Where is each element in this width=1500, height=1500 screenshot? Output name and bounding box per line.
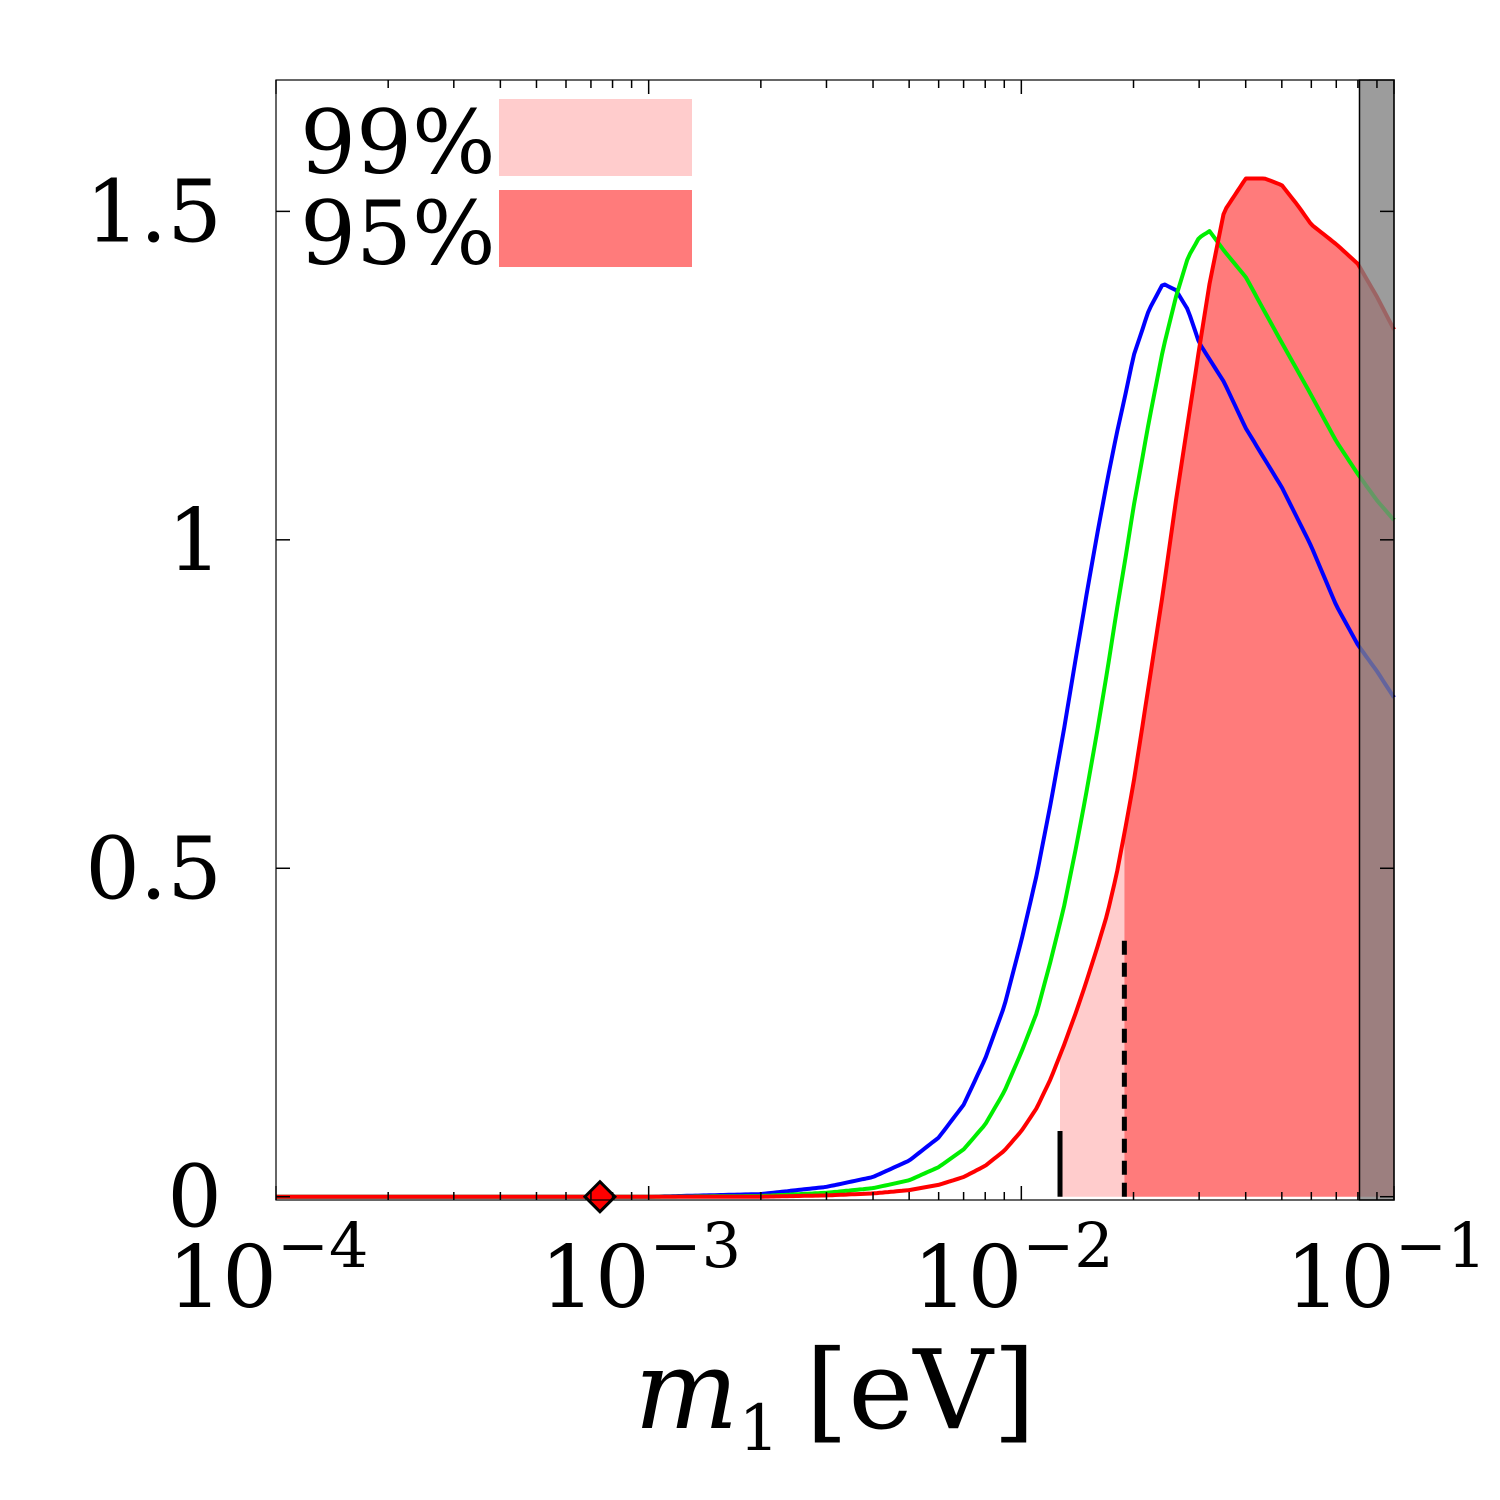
x-tick-label-base: 10 bbox=[168, 1228, 277, 1328]
x-tick-label-exponent: −2 bbox=[1022, 1209, 1113, 1282]
x-tick-label: 10−2 bbox=[913, 1209, 1114, 1328]
y-tick-label: 1.5 bbox=[85, 162, 222, 262]
y-tick-label: 0 bbox=[167, 1148, 222, 1248]
plot-frame bbox=[275, 79, 1395, 1201]
legend-label: 99% bbox=[300, 91, 496, 194]
x-axis-label-subscript: 1 bbox=[739, 1392, 780, 1466]
x-tick-label-exponent: −3 bbox=[650, 1209, 741, 1282]
region-fills bbox=[1060, 178, 1394, 1197]
axis-ticks bbox=[275, 80, 1395, 1200]
series-curves bbox=[276, 79, 1396, 1201]
legend-label: 95% bbox=[300, 182, 496, 285]
x-tick-label: 10−1 bbox=[1286, 1209, 1487, 1328]
point-markers bbox=[582, 1179, 618, 1214]
x-tick-label-exponent: −4 bbox=[277, 1209, 368, 1282]
x-axis-label: m1 [eV] bbox=[634, 1326, 1035, 1466]
legend: 99%95% bbox=[300, 91, 692, 285]
marker-diamond bbox=[582, 1179, 618, 1214]
x-tick-label-base: 10 bbox=[913, 1228, 1022, 1328]
legend-swatch bbox=[499, 190, 692, 267]
x-tick-label-base: 10 bbox=[1286, 1228, 1395, 1328]
shaded-region-1 bbox=[1124, 178, 1394, 1197]
x-axis-label-symbol: m bbox=[634, 1326, 738, 1454]
legend-swatch bbox=[499, 99, 692, 176]
excluded-region bbox=[1358, 79, 1395, 1201]
x-axis-label-unit: [eV] bbox=[805, 1326, 1035, 1454]
series-line-2 bbox=[276, 176, 1396, 1199]
tick-labels: 10−4 10−3 10−2 10−100.511.5 bbox=[85, 162, 1486, 1328]
x-tick-label: 10−4 bbox=[168, 1209, 369, 1328]
limit-lines bbox=[1057, 940, 1127, 1197]
x-tick-label-exponent: −1 bbox=[1395, 1209, 1486, 1282]
y-tick-label: 0.5 bbox=[85, 819, 222, 919]
shaded-region-0 bbox=[1060, 833, 1125, 1197]
x-tick-label-base: 10 bbox=[540, 1228, 649, 1328]
x-tick-label: 10−3 bbox=[540, 1209, 741, 1328]
y-tick-label: 1 bbox=[167, 491, 222, 591]
